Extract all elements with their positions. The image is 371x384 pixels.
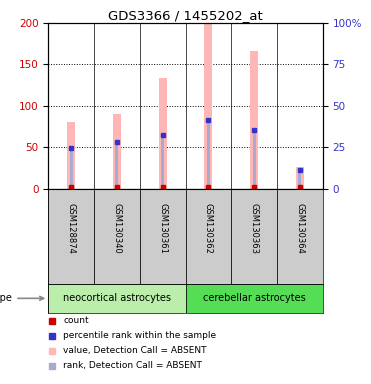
- Text: value, Detection Call = ABSENT: value, Detection Call = ABSENT: [63, 346, 207, 355]
- Bar: [94, 189, 140, 284]
- Text: cell type: cell type: [0, 293, 43, 303]
- Text: GSM130364: GSM130364: [295, 203, 304, 254]
- Text: GSM130362: GSM130362: [204, 203, 213, 254]
- Bar: [186, 189, 231, 284]
- Bar: [48, 189, 94, 284]
- Bar: [186, 284, 323, 313]
- Text: GSM130363: GSM130363: [250, 203, 259, 254]
- Bar: [113, 114, 121, 189]
- Bar: [277, 189, 323, 284]
- Bar: [250, 51, 258, 189]
- Text: count: count: [63, 316, 89, 325]
- Bar: [140, 189, 186, 284]
- Bar: [67, 122, 75, 189]
- Text: GSM128874: GSM128874: [67, 203, 76, 254]
- Bar: [48, 284, 186, 313]
- Text: percentile rank within the sample: percentile rank within the sample: [63, 331, 216, 340]
- Text: GSM130361: GSM130361: [158, 203, 167, 254]
- Bar: [207, 120, 210, 189]
- Bar: [158, 78, 167, 189]
- Text: GSM130340: GSM130340: [112, 203, 121, 253]
- Bar: [253, 130, 256, 189]
- Bar: [231, 189, 277, 284]
- Bar: [70, 148, 73, 189]
- Bar: [204, 23, 213, 189]
- Text: neocortical astrocytes: neocortical astrocytes: [63, 293, 171, 303]
- Text: cerebellar astrocytes: cerebellar astrocytes: [203, 293, 305, 303]
- Bar: [296, 167, 304, 189]
- Bar: [115, 142, 118, 189]
- Text: rank, Detection Call = ABSENT: rank, Detection Call = ABSENT: [63, 361, 202, 371]
- Title: GDS3366 / 1455202_at: GDS3366 / 1455202_at: [108, 9, 263, 22]
- Bar: [161, 135, 164, 189]
- Bar: [298, 170, 301, 189]
